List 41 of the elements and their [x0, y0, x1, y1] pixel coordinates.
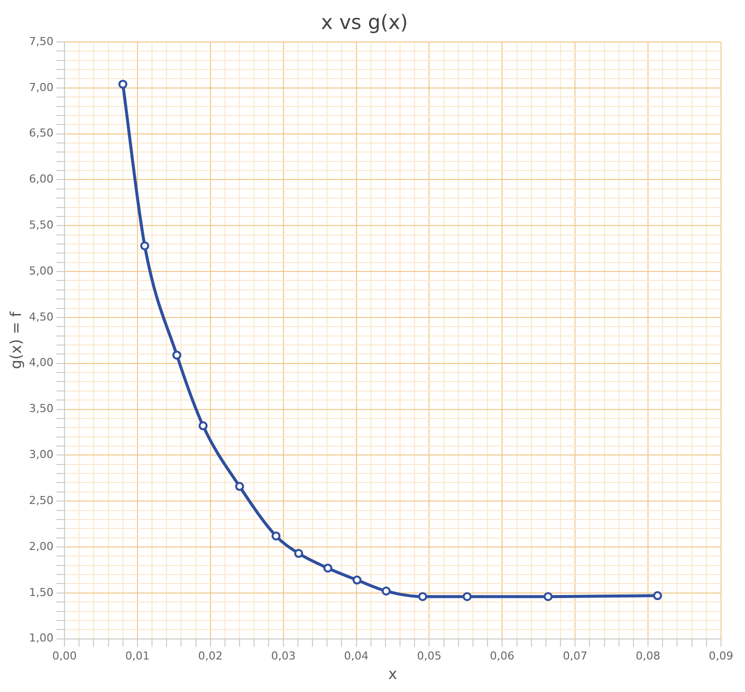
y-tick-label: 6,50	[28, 126, 54, 140]
y-tick-label: 2,00	[28, 540, 54, 553]
chart-title: x vs g(x)	[321, 10, 408, 34]
point	[323, 564, 332, 573]
y-tick-label: 3,50	[28, 402, 54, 416]
y-tick-label: 2,50	[28, 494, 54, 507]
point	[653, 591, 662, 600]
x-tick-label: 0,09	[708, 649, 734, 662]
point	[382, 586, 391, 596]
point	[294, 548, 304, 558]
point	[118, 80, 128, 89]
y-tick-label: 4,00	[28, 356, 54, 370]
y-tick-label: 6,00	[28, 172, 54, 186]
point	[352, 576, 362, 585]
y-tick-label: 7,00	[28, 80, 54, 94]
point	[235, 482, 244, 491]
x-tick-label: 0,07	[562, 649, 588, 662]
point	[462, 592, 472, 602]
y-tick-label: 7,50	[28, 34, 54, 48]
y-tick-label: 1,50	[28, 586, 54, 599]
x-tick-label: 0,08	[636, 649, 660, 662]
x-tick-label: 0,02	[198, 649, 223, 662]
x-tick-label: 0,04	[344, 649, 369, 662]
y-tick-label: 1,00	[28, 632, 54, 645]
x-tick-label: 0,03	[271, 649, 296, 662]
x-tick-label: 0,00	[52, 649, 77, 662]
point	[140, 241, 150, 250]
y-tick-label: 3,00	[28, 448, 54, 462]
point	[418, 592, 428, 602]
y-tick-label: 5,50	[28, 218, 54, 232]
x-tick-label: 0,06	[490, 649, 514, 662]
y-axis-title: g(x) = f	[6, 310, 25, 370]
x-tick-label: 0,05	[416, 649, 442, 662]
point	[172, 350, 182, 360]
point	[198, 421, 208, 430]
x-tick-label: 0,01	[125, 649, 150, 662]
x-axis-title: x	[388, 664, 398, 683]
y-tick-label: 5,00	[28, 264, 54, 278]
point	[544, 592, 553, 602]
point	[272, 531, 281, 540]
y-tick-label: 4,50	[28, 310, 54, 324]
